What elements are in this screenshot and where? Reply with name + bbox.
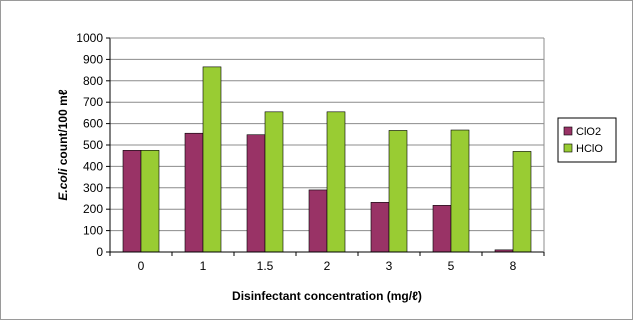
- y-tick-label: 600: [83, 117, 103, 131]
- bar-clo2-1: [184, 132, 204, 253]
- bar-hclo-8: [512, 151, 532, 253]
- bar-clo2-0: [122, 150, 142, 253]
- bar-clo2-5: [432, 205, 452, 253]
- x-tick-label: 8: [510, 259, 517, 273]
- legend: ClO2 HClO: [557, 117, 617, 163]
- axes: [109, 37, 545, 256]
- y-axis-title-rest: count/100 mℓ: [56, 89, 70, 168]
- x-axis-title: Disinfectant concentration (mg/ℓ): [232, 289, 422, 303]
- legend-label-clo2: ClO2: [576, 126, 601, 138]
- bar-hclo-3: [388, 130, 408, 253]
- bar-hclo-2: [326, 111, 346, 253]
- y-tick-labels: 0 100 200 300 400 500 600 700 800 900 1000: [76, 31, 103, 259]
- x-tick-labels: 0 1 1.5 2 3 5 8: [138, 259, 517, 273]
- y-tick-label: 200: [83, 202, 103, 216]
- y-axis-title: E.coli count/100 mℓ: [56, 89, 70, 200]
- y-tick-label: 400: [83, 159, 103, 173]
- x-tick-label: 3: [386, 259, 393, 273]
- y-tick-label: 1000: [76, 31, 103, 45]
- legend-swatch-hclo: [563, 143, 573, 153]
- legend-box: [557, 117, 617, 163]
- y-tick-label: 700: [83, 95, 103, 109]
- bar-hclo-1: [202, 66, 222, 253]
- x-tick-label: 1.5: [257, 259, 274, 273]
- y-tick-label: 500: [83, 138, 103, 152]
- bar-clo2-2: [308, 189, 328, 253]
- y-axis-title-italic: E.coli: [56, 168, 70, 201]
- x-tick-label: 2: [324, 259, 331, 273]
- legend-label-hclo: HClO: [576, 143, 603, 155]
- bars: [122, 66, 532, 253]
- bar-hclo-1.5: [264, 111, 284, 253]
- legend-swatch-clo2: [563, 126, 573, 136]
- bar-hclo-5: [450, 129, 470, 253]
- x-tick-label: 1: [200, 259, 207, 273]
- bar-clo2-1.5: [246, 134, 266, 253]
- y-tick-label: 800: [83, 74, 103, 88]
- y-tick-label: 300: [83, 181, 103, 195]
- y-tick-label: 100: [83, 224, 103, 238]
- bar-clo2-3: [370, 202, 390, 253]
- y-tick-label: 900: [83, 52, 103, 66]
- bar-hclo-0: [140, 150, 160, 253]
- x-tick-label: 5: [448, 259, 455, 273]
- y-tick-label: 0: [96, 245, 103, 259]
- x-tick-label: 0: [138, 259, 145, 273]
